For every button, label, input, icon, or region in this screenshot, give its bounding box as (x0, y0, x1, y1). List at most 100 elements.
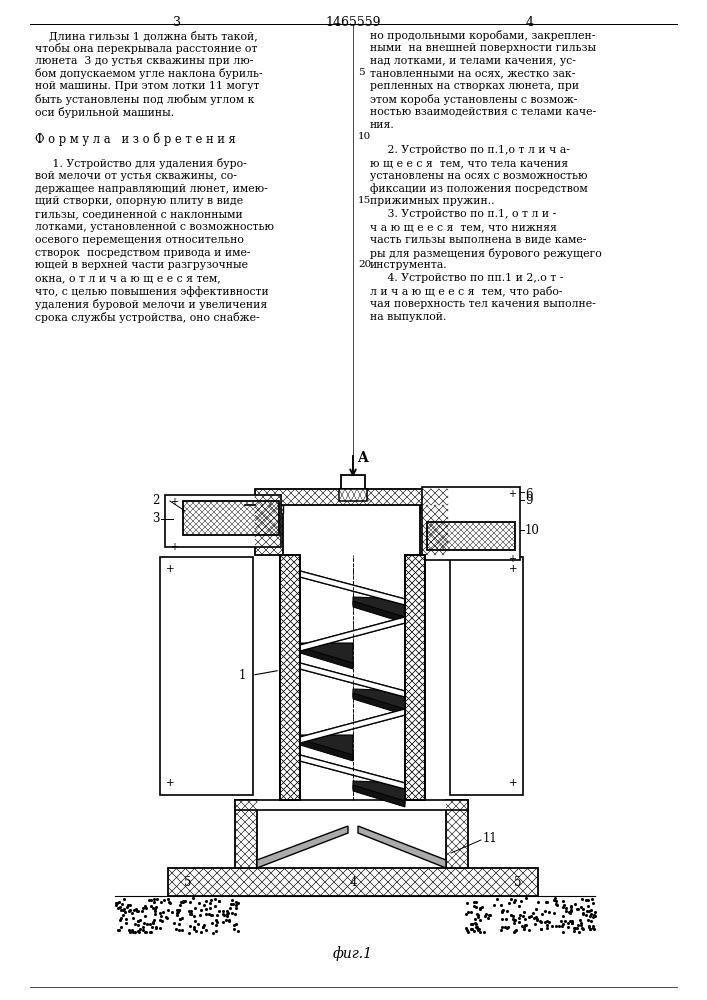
Point (124, 902, 136, 918)
Point (525, 908, 537, 924)
Point (566, 915, 578, 931)
Point (230, 897, 242, 913)
Point (566, 915, 578, 931)
Point (469, 894, 480, 910)
Point (210, 923, 221, 939)
Point (176, 910, 187, 926)
Point (172, 902, 183, 918)
Point (562, 919, 573, 935)
Point (112, 895, 123, 911)
Text: репленных на створках люнета, при: репленных на створках люнета, при (370, 81, 579, 91)
Point (151, 920, 162, 936)
Point (110, 897, 122, 913)
Point (138, 919, 149, 935)
Point (584, 921, 595, 937)
Point (489, 897, 500, 913)
Point (565, 898, 576, 914)
Point (186, 903, 197, 919)
Text: 2. Устройство по п.1,о т л и ч а-: 2. Устройство по п.1,о т л и ч а- (370, 145, 570, 155)
Point (508, 912, 520, 928)
Point (575, 917, 587, 933)
Text: удаления буровой мелочи и увеличения: удаления буровой мелочи и увеличения (35, 299, 267, 310)
Point (569, 920, 580, 936)
Point (539, 903, 551, 919)
Point (168, 915, 180, 931)
Point (557, 908, 568, 924)
Polygon shape (300, 735, 353, 758)
Point (185, 906, 196, 922)
Point (586, 891, 597, 907)
Point (139, 898, 151, 914)
Point (583, 919, 595, 935)
Point (183, 903, 194, 919)
Point (465, 904, 477, 920)
Point (543, 904, 554, 920)
Text: установлены на осях с возможностью: установлены на осях с возможностью (370, 171, 588, 181)
Text: +: + (165, 778, 175, 788)
Point (537, 906, 548, 922)
Polygon shape (300, 739, 353, 761)
Point (567, 913, 578, 929)
Point (548, 905, 559, 921)
Point (192, 916, 204, 932)
Point (184, 918, 195, 934)
Text: 3: 3 (173, 16, 181, 29)
Point (539, 914, 551, 930)
Point (112, 900, 124, 916)
Text: ры для размещения бурового режущего: ры для размещения бурового режущего (370, 248, 602, 259)
Point (550, 896, 561, 912)
Point (531, 909, 542, 925)
Point (134, 921, 146, 937)
Polygon shape (300, 755, 405, 789)
Text: 1465559: 1465559 (325, 16, 381, 29)
Point (147, 900, 158, 916)
Point (474, 900, 486, 916)
Point (470, 916, 481, 932)
Polygon shape (300, 709, 405, 743)
Point (585, 921, 596, 937)
Point (138, 915, 149, 931)
Point (133, 917, 144, 933)
Point (518, 921, 530, 937)
Point (485, 907, 496, 923)
Point (196, 924, 207, 940)
Point (541, 920, 552, 936)
Point (474, 924, 486, 940)
Point (470, 919, 481, 935)
Point (189, 921, 200, 937)
Point (139, 908, 151, 924)
Bar (280, 555, 300, 800)
Point (141, 924, 152, 940)
Text: 5: 5 (514, 876, 522, 888)
Point (147, 915, 158, 931)
Point (154, 912, 165, 928)
Point (173, 916, 185, 932)
Point (149, 903, 160, 919)
Text: 1: 1 (238, 669, 246, 682)
Polygon shape (300, 709, 405, 743)
Point (214, 903, 225, 919)
Point (112, 922, 123, 938)
Point (217, 903, 228, 919)
Point (217, 914, 228, 930)
Point (583, 912, 594, 928)
Point (559, 897, 570, 913)
Text: быть установлены под любым углом к: быть установлены под любым углом к (35, 94, 255, 105)
Polygon shape (353, 689, 405, 712)
Point (575, 912, 586, 928)
Point (472, 906, 483, 922)
Text: люнета  3 до устья скважины при лю-: люнета 3 до устья скважины при лю- (35, 56, 253, 66)
Text: 2: 2 (153, 494, 160, 508)
Point (190, 923, 201, 939)
Point (481, 906, 492, 922)
Point (146, 898, 157, 914)
Point (551, 893, 562, 909)
Point (557, 893, 568, 909)
Point (588, 920, 599, 936)
Point (530, 901, 542, 917)
Text: 15: 15 (358, 196, 371, 205)
Point (171, 905, 182, 921)
Point (164, 895, 175, 911)
Point (170, 921, 182, 937)
Point (508, 915, 520, 931)
